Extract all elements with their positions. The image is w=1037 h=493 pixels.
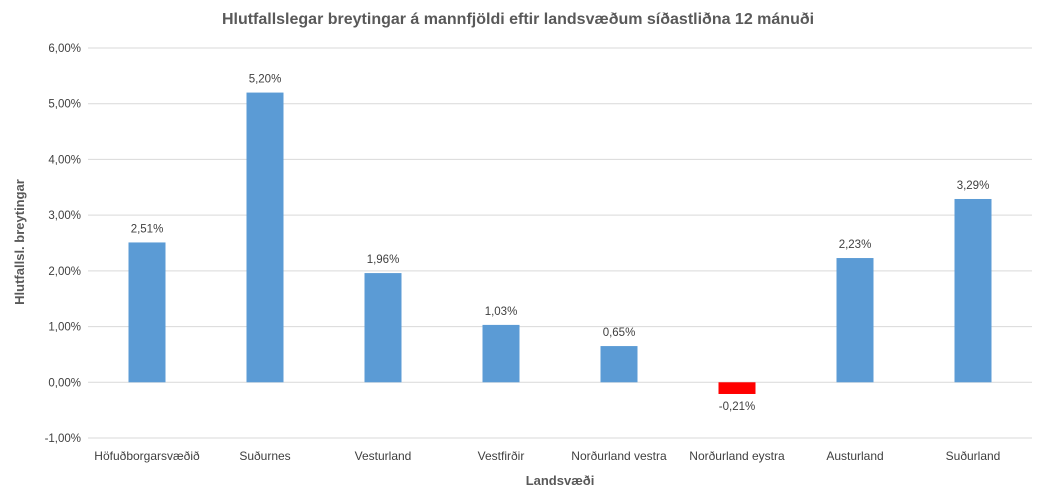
data-label: 5,20% bbox=[249, 74, 282, 86]
x-category-label: Vesturland bbox=[355, 449, 412, 463]
x-category-label: Austurland bbox=[826, 449, 883, 463]
x-axis-categories: Höfuðborgarsvæðið Suðurnes Vesturland Vestf… bbox=[94, 449, 1000, 463]
data-label: 1,96% bbox=[367, 254, 400, 266]
bar bbox=[246, 92, 284, 383]
x-category-label: Vestfirðir bbox=[478, 449, 525, 463]
bar bbox=[128, 242, 166, 383]
data-label: 3,29% bbox=[957, 180, 990, 192]
bar bbox=[600, 346, 638, 383]
x-axis-title: Landsvæði bbox=[526, 473, 595, 488]
data-label: 2,23% bbox=[839, 239, 872, 251]
data-label: -0,21% bbox=[719, 401, 755, 413]
y-tick-label: 4,00% bbox=[48, 154, 81, 166]
bar bbox=[482, 324, 520, 383]
bar bbox=[954, 198, 992, 383]
y-tick-label: 6,00% bbox=[48, 43, 81, 55]
x-category-label: Suðurnes bbox=[239, 449, 290, 463]
y-axis-title: Hlutfallsl. breytingar bbox=[12, 179, 27, 305]
gridlines bbox=[88, 47, 1032, 439]
y-tick-label: 0,00% bbox=[48, 377, 81, 389]
y-axis-ticks: -1,00% 0,00% 1,00% 2,00% 3,00% 4,00% 5,00% 6,00… bbox=[45, 43, 81, 445]
x-category-label: Norðurland eystra bbox=[689, 449, 785, 463]
bars bbox=[128, 92, 992, 394]
bar bbox=[364, 273, 402, 383]
x-category-label: Norðurland vestra bbox=[571, 449, 667, 463]
y-tick-label: 2,00% bbox=[48, 266, 81, 278]
data-label: 2,51% bbox=[131, 223, 164, 235]
y-tick-label: -1,00% bbox=[45, 433, 81, 445]
y-tick-label: 3,00% bbox=[48, 210, 81, 222]
data-labels: 2,51% 5,20% 1,96% 1,03% 0,65% -0,21% 2,23% 3,29… bbox=[131, 74, 990, 413]
chart-title: Hlutfallslegar breytingar á mannfjöldi e… bbox=[222, 11, 814, 28]
data-label: 1,03% bbox=[485, 306, 518, 318]
y-tick-label: 5,00% bbox=[48, 99, 81, 111]
data-label: 0,65% bbox=[603, 327, 636, 339]
x-category-label: Suðurland bbox=[946, 449, 1001, 463]
x-category-label: Höfuðborgarsvæðið bbox=[94, 449, 200, 463]
bar bbox=[718, 382, 756, 394]
bar bbox=[836, 258, 874, 383]
y-tick-label: 1,00% bbox=[48, 322, 81, 334]
